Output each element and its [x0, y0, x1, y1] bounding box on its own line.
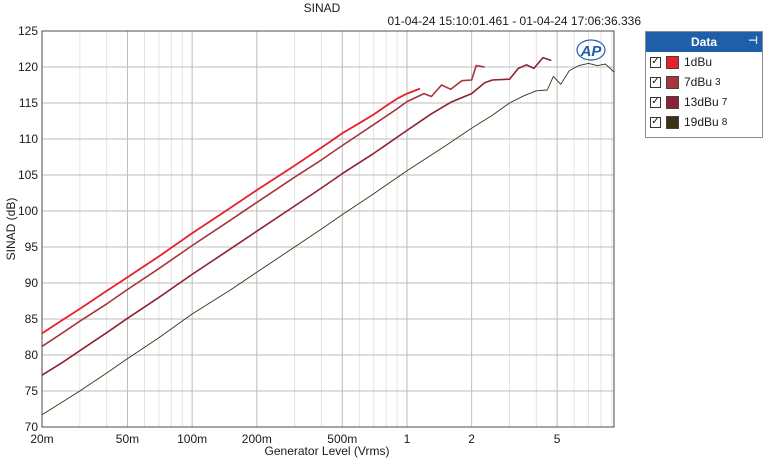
- y-tick-label: 90: [25, 276, 39, 290]
- legend-item-suffix: 8: [721, 116, 728, 128]
- y-tick-label: 105: [18, 168, 38, 182]
- x-tick-label: 50m: [116, 432, 139, 446]
- checkbox-icon[interactable]: ✓: [650, 76, 661, 88]
- x-tick-label: 5: [554, 432, 561, 446]
- color-swatch: [666, 115, 679, 129]
- legend-panel: Data ⊣ ✓ 1dBu ✓ 7dBu 3 ✓ 13dBu 7 ✓ 19dBu…: [645, 31, 763, 138]
- chart-grid: [41, 30, 614, 428]
- legend-item-suffix: 7: [721, 96, 728, 108]
- y-tick-label: 115: [19, 96, 38, 110]
- color-swatch: [666, 75, 679, 89]
- pin-icon[interactable]: ⊣: [747, 35, 758, 47]
- y-tick-label: 120: [18, 60, 38, 74]
- y-tick-label: 70: [25, 420, 39, 434]
- ap-logo: AP: [576, 39, 606, 61]
- color-swatch: [666, 55, 679, 69]
- x-axis-ticks: 20m 50m 100m 200m 500m 1 2 5: [30, 432, 560, 446]
- chart-title: SINAD: [304, 1, 341, 15]
- legend-item-label: 13dBu: [684, 95, 719, 109]
- checkbox-icon[interactable]: ✓: [650, 96, 661, 108]
- legend-item-suffix: 3: [715, 76, 721, 88]
- x-tick-label: 2: [468, 432, 475, 446]
- legend-item-7dbu[interactable]: ✓ 7dBu 3: [646, 72, 762, 92]
- legend-item-19dbu[interactable]: ✓ 19dBu 8: [646, 112, 762, 132]
- y-tick-label: 125: [18, 24, 38, 38]
- y-axis-label: SINAD (dB): [4, 198, 18, 261]
- x-tick-label: 200m: [242, 432, 272, 446]
- x-tick-label: 20m: [30, 432, 53, 446]
- ap-logo-text: AP: [580, 43, 603, 60]
- legend-item-label: 19dBu: [684, 115, 719, 129]
- legend-item-13dbu[interactable]: ✓ 13dBu 7: [646, 92, 762, 112]
- y-tick-label: 100: [18, 204, 38, 218]
- checkbox-icon[interactable]: ✓: [650, 56, 661, 68]
- series-layer: [41, 56, 615, 416]
- plot-area: [41, 30, 615, 428]
- legend-item-label: 7dBu: [684, 75, 713, 89]
- y-tick-label: 85: [25, 312, 39, 326]
- chart-timestamp: 01-04-24 15:10:01.461 - 01-04-24 17:06:3…: [387, 14, 641, 28]
- series-line-7dbu: [41, 64, 485, 348]
- legend-header: Data ⊣: [646, 32, 762, 52]
- checkbox-icon[interactable]: ✓: [650, 116, 661, 128]
- series-line-13dbu: [41, 56, 552, 376]
- y-axis-ticks: 70 75 80 85 90 95 100 105 110 115 120 125: [18, 24, 38, 434]
- y-tick-label: 80: [25, 348, 39, 362]
- x-tick-label: 500m: [327, 432, 357, 446]
- y-tick-label: 95: [25, 240, 39, 254]
- series-line-1dbu: [41, 87, 421, 335]
- x-axis-label: Generator Level (Vrms): [265, 444, 390, 458]
- legend-title: Data: [690, 35, 717, 49]
- legend-item-1dbu[interactable]: ✓ 1dBu: [646, 52, 762, 72]
- series-line-19dbu: [41, 62, 615, 416]
- y-tick-label: 75: [25, 384, 39, 398]
- x-tick-label: 100m: [177, 432, 207, 446]
- legend-item-label: 1dBu: [684, 55, 713, 69]
- x-tick-label: 1: [404, 432, 411, 446]
- y-tick-label: 110: [19, 132, 38, 146]
- color-swatch: [666, 95, 679, 109]
